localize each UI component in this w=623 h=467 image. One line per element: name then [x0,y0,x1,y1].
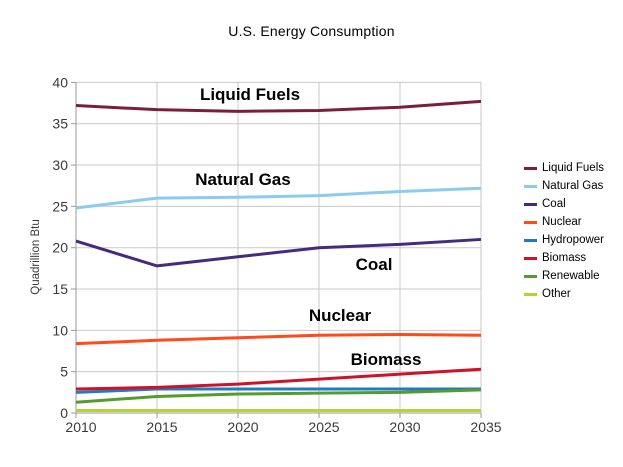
legend-swatch-icon [524,202,537,206]
y-tick-label: 30 [52,157,68,173]
legend-label: Natural Gas [542,180,604,192]
legend-label: Hydropower [542,234,604,246]
chart-title: U.S. Energy Consumption [228,23,395,39]
legend-label: Liquid Fuels [542,162,605,174]
annotation-coal: Coal [356,255,393,274]
series-line-nuclear [75,332,482,346]
y-tick-label: 0 [60,405,68,421]
y-tick-label: 35 [52,116,68,132]
annotation-biomass: Biomass [351,350,422,369]
x-tick-label: 2015 [146,419,177,435]
annotation-natural-gas: Natural Gas [195,170,290,189]
y-tick-label: 15 [52,281,68,297]
legend-label: Renewable [542,270,600,282]
legend-swatch-icon [524,184,537,188]
y-tick-label: 40 [52,74,68,90]
y-tick-label: 25 [52,198,68,214]
series-line-natural-gas [75,186,482,210]
legend-label: Other [542,288,571,300]
y-tick-label: 10 [52,322,68,338]
series-line-hydropower [75,387,481,394]
legend-swatch-icon [524,256,537,260]
series-line-coal [75,237,482,268]
legend-swatch-icon [524,274,537,278]
legend-label: Biomass [542,252,587,264]
legend-item-natural-gas: Natural Gas [524,177,604,195]
legend-item-coal: Coal [524,195,604,213]
legend-item-renewable: Renewable [524,267,604,285]
x-tick-label: 2025 [308,419,339,435]
legend: Liquid Fuels Natural Gas Coal Nuclear Hydrop… [524,159,604,303]
legend-swatch-icon [524,220,537,224]
legend-item-other: Other [524,285,604,303]
legend-swatch-icon [524,166,537,170]
legend-item-biomass: Biomass [524,249,604,267]
series-line-liquid-fuels [75,99,482,113]
annotation-nuclear: Nuclear [309,306,372,325]
legend-item-hydropower: Hydropower [524,231,604,249]
legend-item-liquid-fuels: Liquid Fuels [524,159,604,177]
x-tick-label: 2035 [470,419,501,435]
legend-swatch-icon [524,238,537,242]
y-tick-label: 20 [52,240,68,256]
x-tick-label: 2020 [227,419,258,435]
legend-swatch-icon [524,292,537,296]
x-tick-label: 2010 [65,419,96,435]
y-tick-label: 5 [60,364,68,380]
series-line-renewable [75,388,482,404]
annotation-liquid-fuels: Liquid Fuels [200,85,300,104]
legend-item-nuclear: Nuclear [524,213,604,231]
series-line-biomass [75,367,482,391]
legend-label: Coal [542,198,566,210]
x-tick-label: 2030 [389,419,420,435]
legend-label: Nuclear [542,216,582,228]
